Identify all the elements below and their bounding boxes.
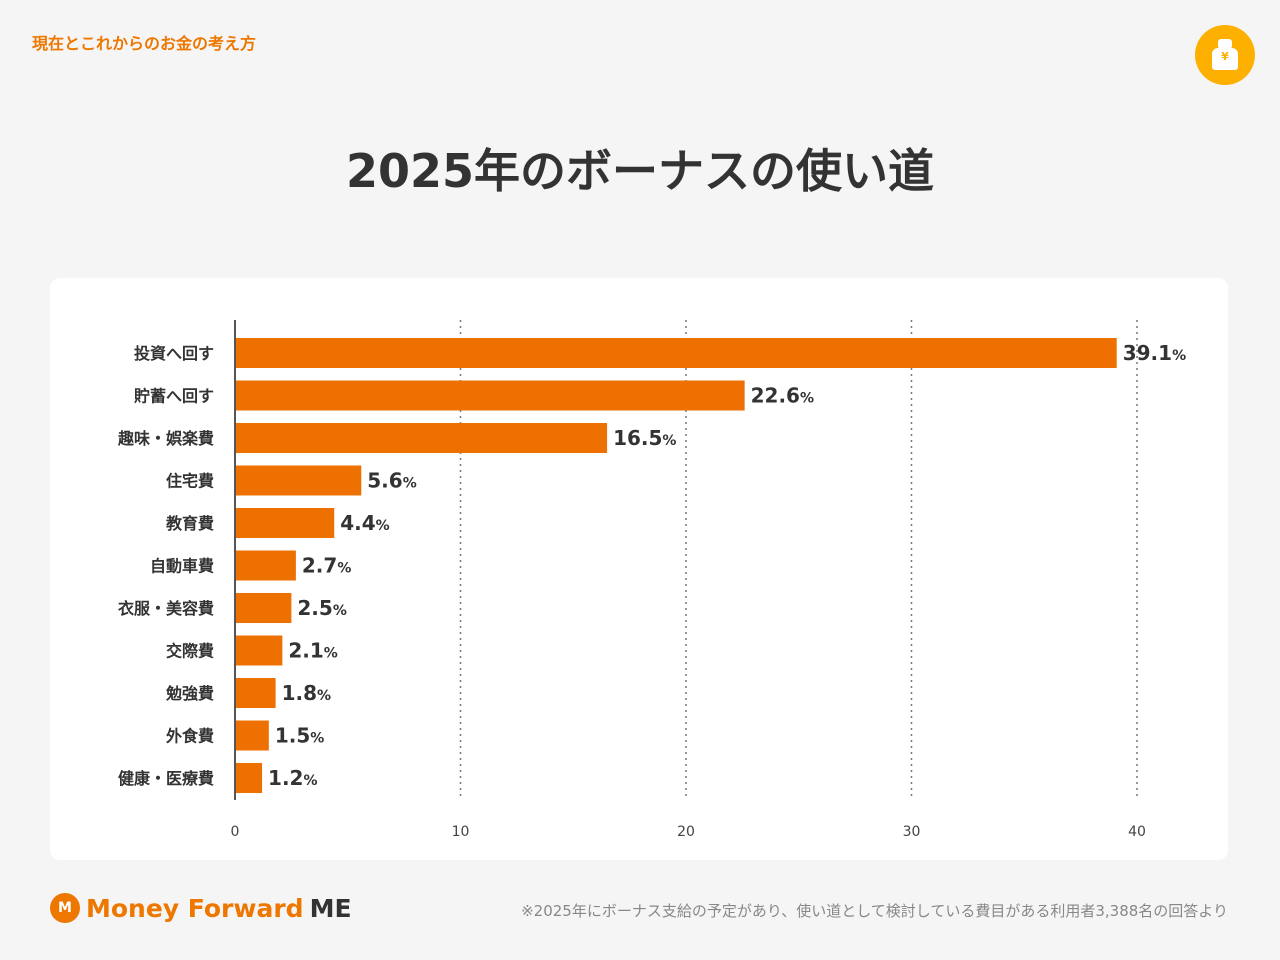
data-label: 2.1% [288, 639, 337, 663]
x-tick-label: 10 [452, 824, 470, 840]
x-tick-label: 30 [903, 824, 921, 840]
data-label: 5.6% [367, 469, 416, 493]
category-label: 投資へ回す [134, 344, 214, 363]
category-label: 勉強費 [165, 684, 214, 703]
series-title: 現在とこれからのお金の考え方 [32, 34, 257, 53]
data-label: 1.8% [282, 681, 331, 705]
x-tick-label: 40 [1128, 824, 1146, 840]
money-forward-logo: M Money Forward ME [50, 893, 352, 923]
bar [235, 423, 608, 453]
data-label: 39.1% [1123, 341, 1186, 365]
category-label: 交際費 [166, 642, 214, 661]
bar [235, 338, 1117, 368]
category-label: 健康・医療費 [118, 769, 214, 788]
bar [235, 465, 362, 496]
data-label: 16.5% [613, 426, 676, 450]
x-tick-label: 20 [677, 824, 695, 840]
data-label: 1.5% [275, 724, 324, 748]
category-label: 趣味・娯楽費 [117, 429, 214, 448]
money-bag-yen-icon: ¥ [1195, 25, 1255, 85]
bar [235, 763, 263, 793]
bar [235, 508, 335, 538]
bar [235, 380, 745, 411]
bar [235, 720, 269, 751]
chart-title: 2025年のボーナスの使い道 [345, 144, 935, 198]
category-label: 自動車費 [150, 557, 214, 576]
bar [235, 678, 276, 708]
category-label: 衣服・美容費 [118, 599, 214, 618]
x-tick-label: 0 [231, 824, 240, 840]
bar [235, 635, 283, 666]
data-label: 4.4% [340, 511, 389, 535]
category-label: 住宅費 [166, 472, 214, 491]
data-label: 2.5% [297, 596, 346, 620]
bar [235, 550, 296, 581]
category-label: 教育費 [166, 514, 214, 533]
data-label: 1.2% [268, 766, 317, 790]
logo-mark-icon: M [50, 893, 80, 923]
data-label: 22.6% [751, 384, 814, 408]
footnote: ※2025年にボーナス支給の予定があり、使い道として検討している費目がある利用者… [521, 902, 1228, 920]
data-label: 2.7% [302, 554, 351, 578]
category-label: 外食費 [165, 727, 214, 746]
bar [235, 593, 292, 623]
category-label: 貯蓄へ回す [134, 387, 214, 406]
